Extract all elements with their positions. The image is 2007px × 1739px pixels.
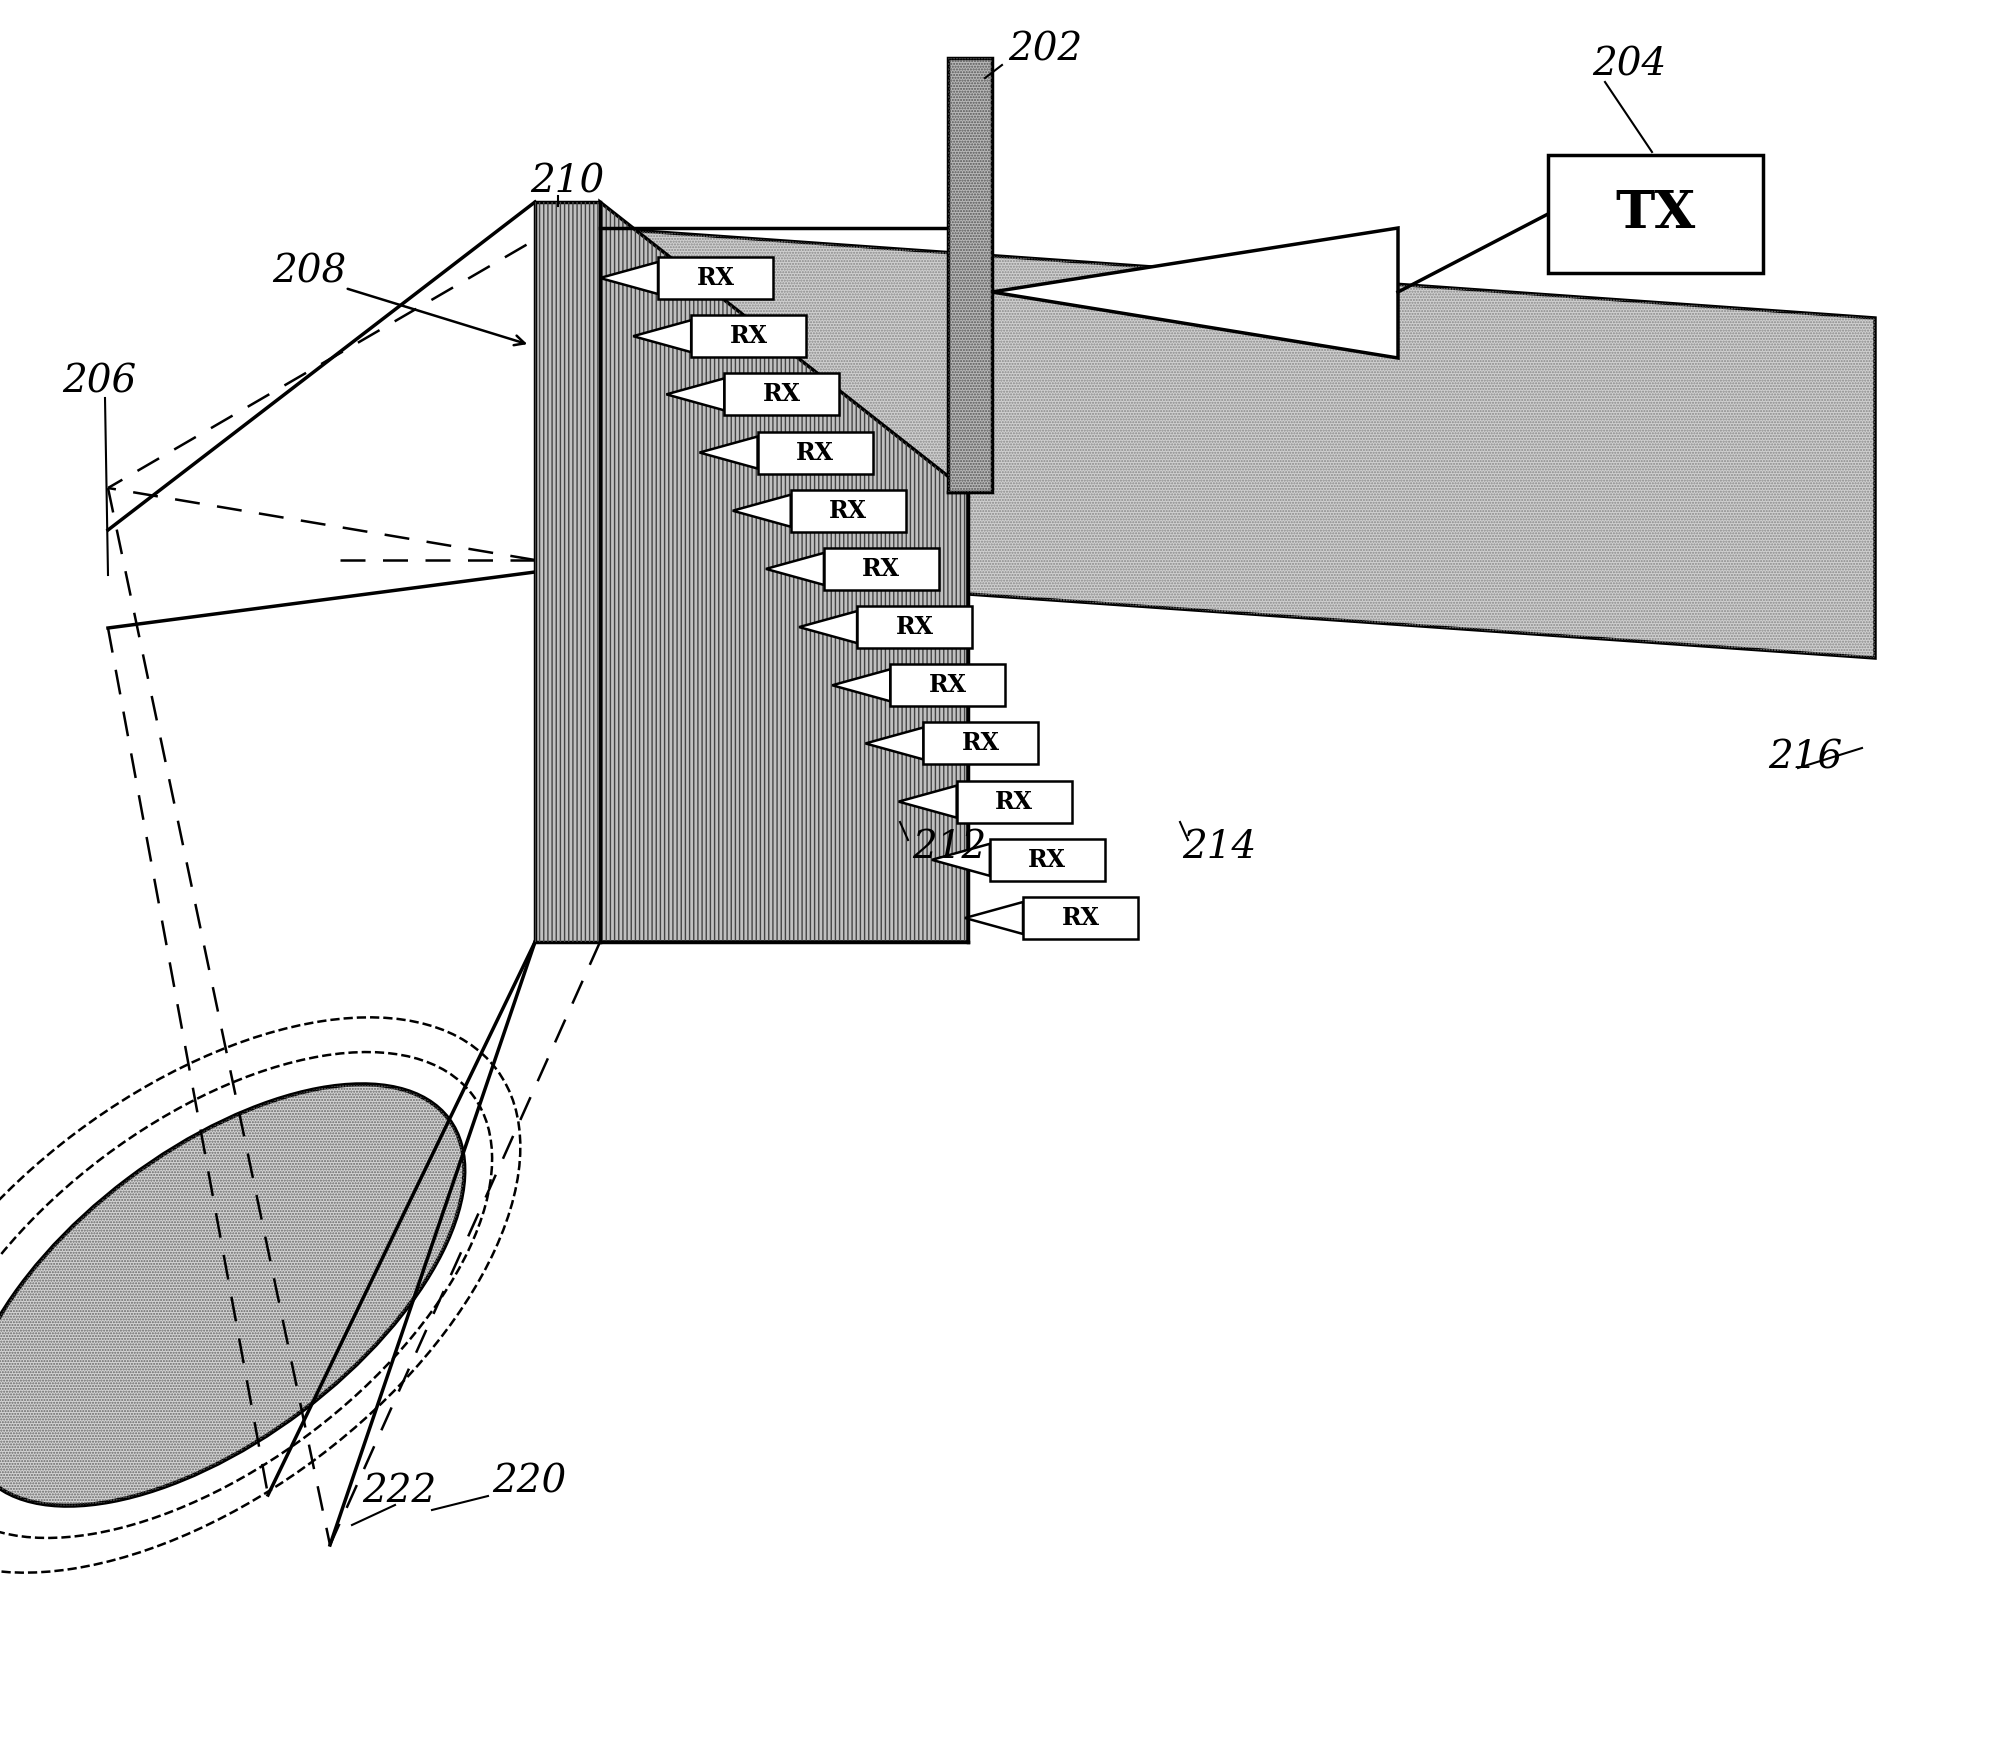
Bar bbox=[690, 315, 807, 356]
Polygon shape bbox=[833, 670, 891, 701]
Polygon shape bbox=[600, 228, 1875, 657]
Text: 220: 220 bbox=[492, 1464, 566, 1501]
Bar bbox=[957, 781, 1072, 823]
Polygon shape bbox=[600, 202, 967, 943]
Polygon shape bbox=[991, 228, 1399, 358]
Polygon shape bbox=[600, 263, 658, 294]
Polygon shape bbox=[947, 57, 991, 492]
Polygon shape bbox=[536, 202, 600, 943]
Text: 222: 222 bbox=[361, 1473, 436, 1511]
Text: TX: TX bbox=[1616, 188, 1696, 240]
Text: 204: 204 bbox=[1592, 47, 1666, 83]
Polygon shape bbox=[965, 903, 1024, 934]
Bar bbox=[757, 431, 873, 473]
Text: 214: 214 bbox=[1182, 830, 1256, 866]
Polygon shape bbox=[899, 786, 957, 817]
Bar bbox=[658, 257, 773, 299]
Ellipse shape bbox=[0, 1085, 464, 1506]
Bar bbox=[791, 490, 905, 532]
Bar bbox=[1024, 897, 1138, 939]
Polygon shape bbox=[666, 379, 725, 410]
Text: RX: RX bbox=[1062, 906, 1100, 930]
Bar bbox=[1547, 155, 1762, 273]
Polygon shape bbox=[767, 553, 825, 584]
Text: 202: 202 bbox=[1008, 31, 1082, 68]
Polygon shape bbox=[733, 494, 791, 527]
Polygon shape bbox=[799, 610, 857, 643]
Polygon shape bbox=[931, 843, 989, 876]
Polygon shape bbox=[632, 320, 690, 353]
Text: RX: RX bbox=[895, 616, 933, 640]
Polygon shape bbox=[700, 436, 757, 468]
Bar bbox=[825, 548, 939, 590]
Text: RX: RX bbox=[696, 266, 735, 290]
Text: RX: RX bbox=[797, 440, 835, 464]
Bar bbox=[725, 374, 839, 416]
Bar bbox=[923, 722, 1038, 765]
Text: RX: RX bbox=[929, 673, 967, 697]
Text: RX: RX bbox=[961, 732, 999, 755]
Text: RX: RX bbox=[1028, 849, 1066, 871]
Bar bbox=[857, 607, 971, 649]
Polygon shape bbox=[865, 727, 923, 760]
Text: RX: RX bbox=[829, 499, 867, 523]
Text: RX: RX bbox=[731, 323, 769, 348]
Text: 210: 210 bbox=[530, 163, 604, 200]
Text: RX: RX bbox=[863, 556, 901, 581]
Text: 216: 216 bbox=[1768, 739, 1842, 777]
Text: 206: 206 bbox=[62, 363, 136, 400]
Text: RX: RX bbox=[995, 790, 1034, 814]
Bar bbox=[989, 838, 1104, 882]
Bar bbox=[891, 664, 1006, 706]
Text: 208: 208 bbox=[273, 254, 347, 290]
Text: 212: 212 bbox=[911, 830, 985, 866]
Text: RX: RX bbox=[763, 383, 801, 407]
